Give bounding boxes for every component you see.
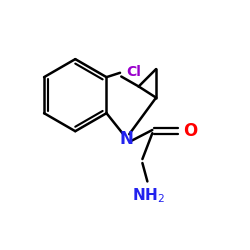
Text: O: O bbox=[184, 122, 198, 140]
Text: Cl: Cl bbox=[126, 64, 141, 78]
Text: NH$_2$: NH$_2$ bbox=[132, 186, 165, 204]
Text: N: N bbox=[119, 130, 133, 148]
